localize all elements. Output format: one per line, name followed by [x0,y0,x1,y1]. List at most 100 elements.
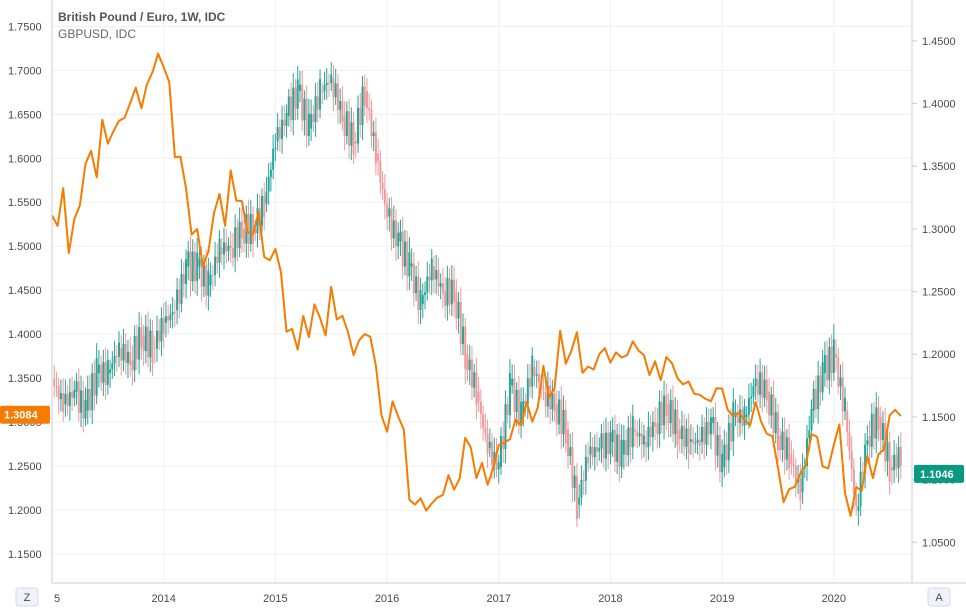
candle-body [383,189,386,205]
candle-body [573,475,576,488]
candle-body [491,441,494,465]
candle-body [332,78,335,98]
candle-body [243,228,246,244]
candle-body [91,373,94,411]
candle-body [272,148,275,170]
candle-body [336,83,339,110]
candle-body [448,278,451,305]
candle-body [785,437,788,460]
candle-body [209,274,212,286]
candle-body [616,434,619,462]
candle-body [508,373,511,416]
candle-body [386,204,389,218]
candle-body [580,479,583,498]
candle-body [783,431,786,460]
candle-body [395,220,397,247]
candle-body [352,122,355,155]
candle-body [115,355,118,357]
left-tick-label: 1.2000 [8,505,42,517]
candle-body [191,251,194,282]
candle-body [323,84,326,92]
candle-body [260,196,263,226]
candle-body [779,435,782,451]
candle-body [314,96,317,123]
candle-body [109,369,112,374]
candle-body [464,326,467,370]
candle-body [544,391,547,407]
candle-body [846,410,849,432]
candle-body [703,427,706,445]
candle-body [133,335,136,371]
candle-body [631,415,634,448]
candle-body [211,274,214,276]
candle-body [620,439,623,467]
left-tick-label: 1.2500 [8,461,42,473]
candle-body [339,101,342,110]
candle-body [73,390,76,398]
candle-body [584,456,587,481]
candle-body [689,439,692,442]
right-tick-label: 1.4000 [922,99,956,111]
candle-body [765,379,768,401]
candle-body [529,378,532,387]
candle-body [95,358,98,396]
candle-body [327,82,330,84]
candle-body [707,421,710,435]
candle-body [533,366,536,376]
candle-body [240,221,243,239]
candle-body [62,393,65,413]
candle-body [814,388,817,410]
candle-body [886,442,889,462]
candle-body [381,182,384,190]
candle-body [812,388,815,411]
candle-body [122,344,125,361]
candle-body [560,399,563,435]
candle-body [651,422,654,438]
candle-body [852,468,855,495]
candle-body [877,407,880,430]
candle-body [457,301,460,319]
candle-body [551,393,554,410]
candle-body [57,386,60,400]
left-tick-label: 1.3500 [8,373,42,385]
candle-body [899,447,902,466]
candle-body [129,351,132,366]
candle-body [223,242,225,255]
candle-body [287,96,290,117]
candle-body [499,435,502,468]
candle-body [368,107,371,111]
candle-body [587,456,590,464]
candle-body [671,400,674,435]
candle-body [698,439,701,446]
candle-body [325,82,328,85]
candle-body [714,416,717,456]
candle-body [770,394,773,416]
candle-body [426,276,429,293]
zoom-button[interactable]: Z [15,587,39,607]
candle-body [810,408,813,431]
candle-body [841,377,844,412]
candle-body [214,256,217,275]
left-tick-label: 1.4500 [8,285,42,297]
candle-body [750,396,753,399]
candle-body [149,330,152,358]
candle-body [135,335,138,360]
candle-body [439,283,442,287]
candle-body [450,279,453,305]
candle-body [363,86,366,106]
candle-body [247,213,250,244]
right-price-label: 1.1046 [914,464,964,483]
candle-body [377,153,380,161]
candle-body [756,379,759,395]
auto-scale-button[interactable]: A [927,587,951,607]
candle-body [647,426,650,448]
candle-body [428,276,431,281]
candle-body [861,471,864,474]
candle-body [736,412,739,423]
candle-body [97,364,100,374]
candle-body [747,398,750,415]
candle-body [694,442,697,444]
candle-body [636,431,639,437]
candle-body [575,475,578,520]
right-tick-label: 1.3000 [922,224,956,236]
